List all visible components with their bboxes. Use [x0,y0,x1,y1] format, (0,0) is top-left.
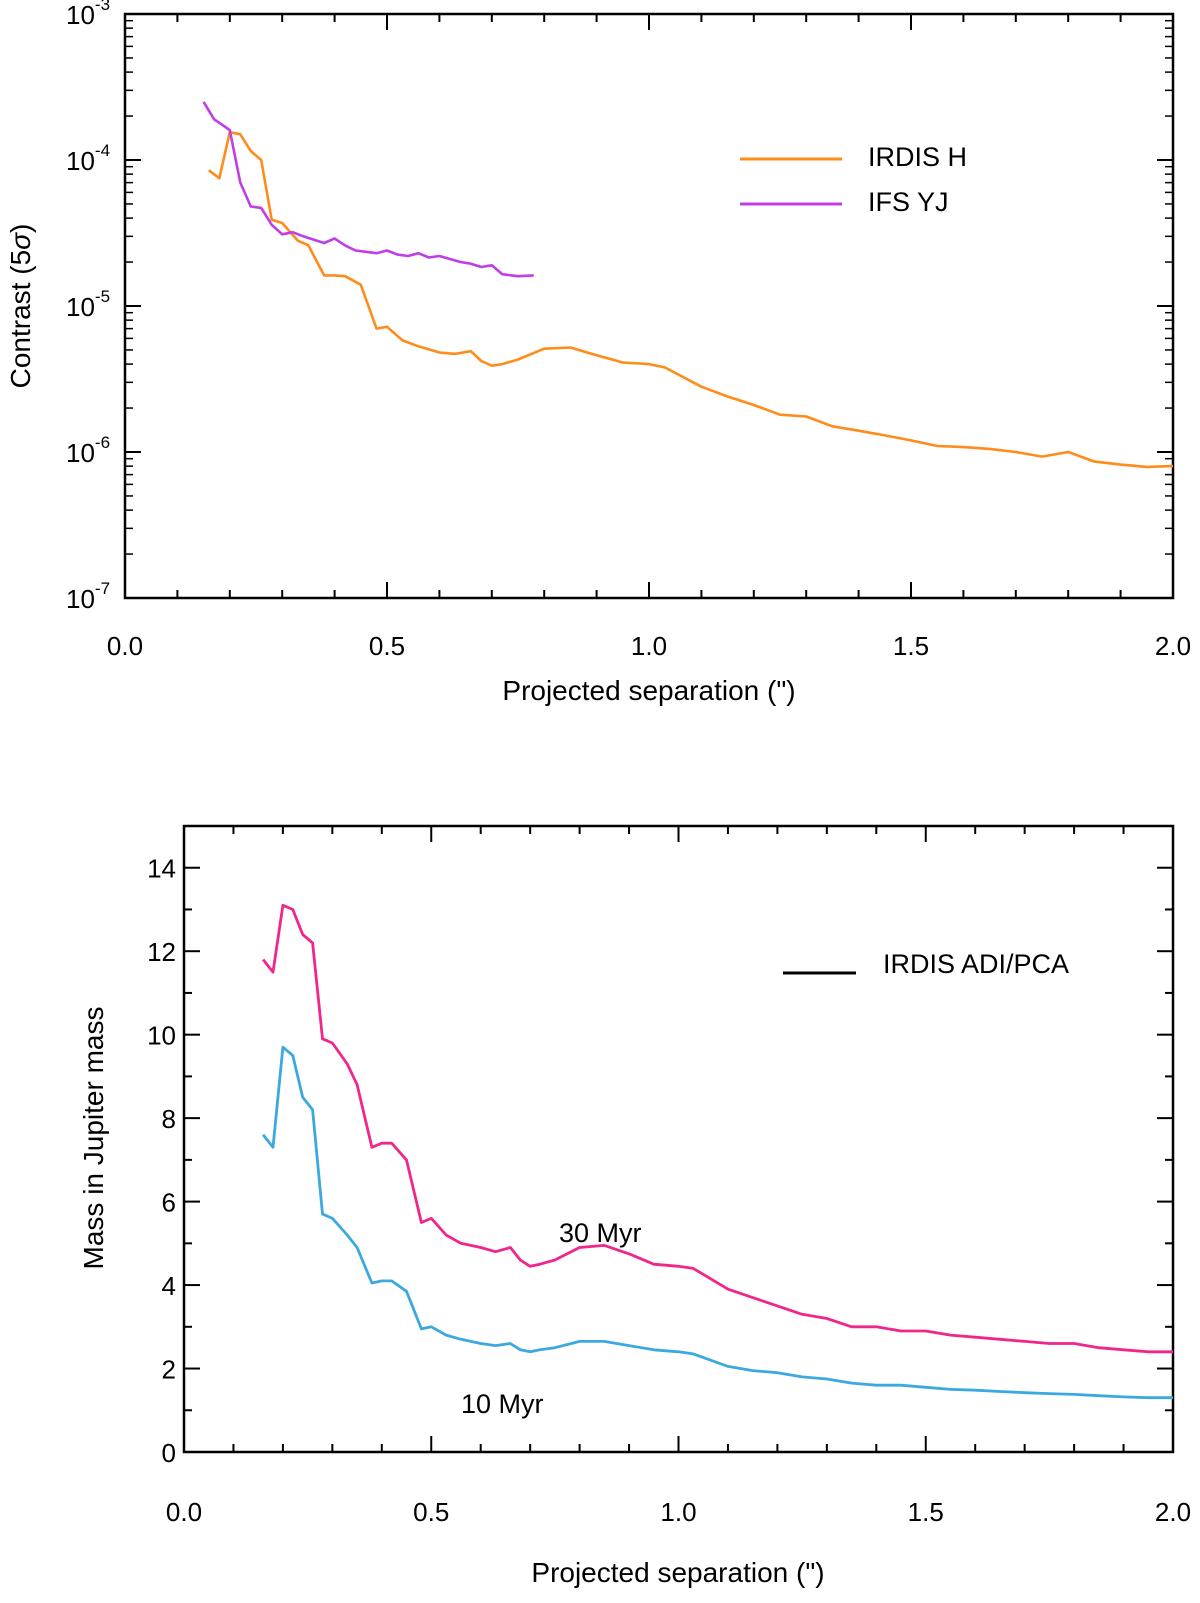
mass-y-tick-label: 8 [162,1104,176,1134]
contrast-plot-frame [123,12,1175,600]
mass-x-tick-label: 1.0 [660,1497,696,1527]
legend-label-irdis-adi-pca: IRDIS ADI/PCA [883,949,1069,979]
mass-axis-ticks [183,825,1174,1453]
mass-x-tick-label: 1.5 [908,1497,944,1527]
contrast-y-tick-label: 10-4 [66,141,110,176]
contrast-panel: 0.0 0.5 1.0 1.5 2.0 10-7 10-6 10-5 10-4 10-3 Pro… [5,0,1191,706]
mass-x-tick-label: 0.5 [413,1497,449,1527]
contrast-y-tick-labels: 10-7 10-6 10-5 10-4 10-3 [66,0,110,614]
contrast-x-tick-label: 2.0 [1155,631,1191,661]
mass-x-axis-title: Projected separation (") [531,1557,824,1588]
mass-y-tick-label: 12 [147,937,176,967]
mass-y-tick-label: 10 [147,1021,176,1051]
mass-x-tick-labels: 0.0 0.5 1.0 1.5 2.0 [166,1497,1191,1527]
mass-y-tick-label: 6 [162,1188,176,1218]
contrast-y-tick-label: 10-5 [66,287,110,322]
contrast-x-tick-label: 1.5 [893,631,929,661]
mass-series-line-0 [261,903,1173,1354]
contrast-x-axis-title: Projected separation (") [502,675,795,706]
mass-panel: 0.0 0.5 1.0 1.5 2.0 0 2 4 6 8 10 12 14 Projected se… [78,824,1191,1588]
contrast-series-line-1 [202,101,534,278]
mass-legend: IRDIS ADI/PCA [783,949,1069,979]
mass-y-tick-label: 2 [162,1355,176,1385]
mass-y-tick-label: 14 [147,854,176,884]
series-label-30-myr: 30 Myr [559,1218,642,1248]
mass-x-tick-label: 0.0 [166,1497,202,1527]
legend-label-irdis-h: IRDIS H [868,142,967,172]
mass-x-tick-label: 2.0 [1155,1497,1191,1527]
contrast-legend: IRDIS H IFS YJ [740,142,967,217]
mass-y-tick-labels: 0 2 4 6 8 10 12 14 [147,854,176,1468]
contrast-y-tick-label: 10-7 [66,579,110,614]
series-label-10-myr: 10 Myr [461,1389,544,1419]
contrast-series [202,101,1174,469]
contrast-x-tick-label: 0.5 [369,631,405,661]
mass-y-axis-title: Mass in Jupiter mass [78,1007,109,1270]
mass-y-tick-label: 4 [162,1271,176,1301]
contrast-y-tick-label: 10-6 [66,433,110,468]
contrast-y-tick-label: 10-3 [66,0,110,30]
contrast-axis-ticks [124,13,1174,599]
contrast-x-tick-labels: 0.0 0.5 1.0 1.5 2.0 [107,631,1191,661]
mass-y-tick-label: 0 [162,1438,176,1468]
contrast-x-tick-label: 1.0 [631,631,667,661]
legend-label-ifs-yj: IFS YJ [868,187,949,217]
contrast-y-axis-title: Contrast (5σ) [5,224,36,389]
mass-plot-frame [182,824,1175,1454]
mass-series [261,903,1173,1400]
mass-series-line-1 [262,1045,1173,1400]
contrast-series-line-0 [208,130,1174,469]
contrast-x-tick-label: 0.0 [107,631,143,661]
